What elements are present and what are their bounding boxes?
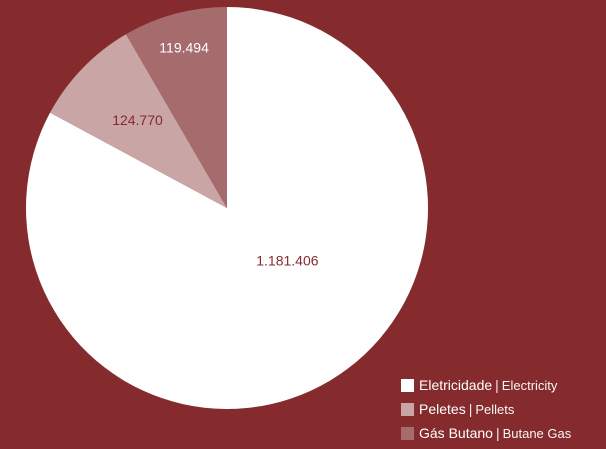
pie-slice-labels: 1.181.406 124.770 119.494 — [112, 40, 319, 269]
legend-separator: | — [495, 425, 500, 441]
legend: Eletricidade | Electricity Peletes | Pel… — [401, 373, 601, 445]
legend-label-pt: Peletes — [419, 401, 466, 417]
legend-separator: | — [495, 377, 499, 393]
slice-value-label-pellets: 124.770 — [112, 112, 163, 128]
legend-item-electricity: Eletricidade | Electricity — [401, 373, 601, 397]
legend-label-en: Electricity — [501, 377, 558, 393]
legend-label-en: Pellets — [475, 401, 515, 417]
legend-item-pellets: Peletes | Pellets — [401, 397, 601, 421]
legend-item-butane-gas: Gás Butano | Butane Gas — [401, 421, 601, 445]
legend-swatch-pellets — [401, 402, 414, 416]
pie-slice-butane — [125, 7, 227, 208]
legend-label-pt: Eletricidade — [419, 377, 493, 393]
slice-value-label-electricity: 1.181.406 — [256, 252, 318, 268]
legend-separator: | — [468, 401, 473, 417]
legend-swatch-electricity — [401, 378, 414, 392]
legend-label-en: Butane Gas — [502, 425, 572, 441]
pie-slice-pellets — [50, 34, 227, 208]
pie-slices — [26, 7, 428, 409]
slice-value-label-butane: 119.494 — [159, 40, 209, 56]
legend-label-pt: Gás Butano — [419, 425, 493, 441]
legend-swatch-butane-gas — [401, 426, 414, 440]
